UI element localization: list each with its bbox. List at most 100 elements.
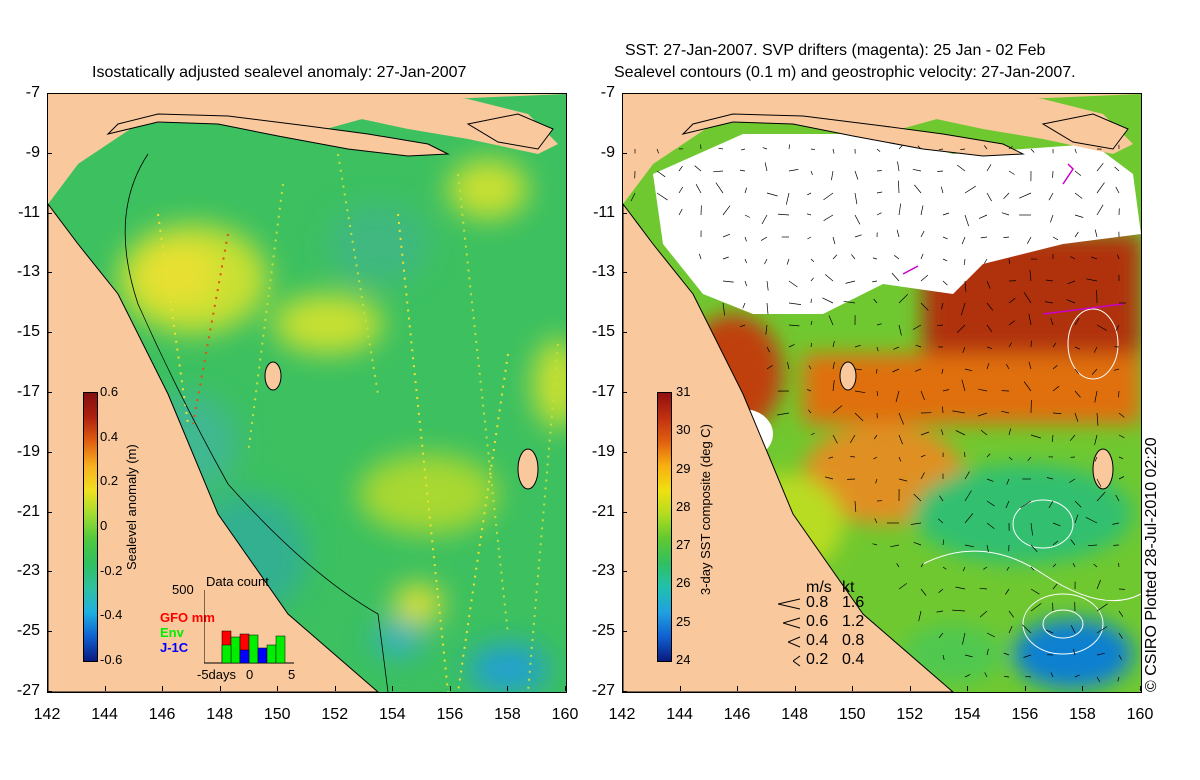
velocity-arrow: [1030, 588, 1040, 595]
velocity-arrow: [913, 493, 922, 502]
velocity-arrow: [786, 258, 790, 265]
y-tick-mark: [622, 93, 627, 94]
velocity-arrow: [1093, 346, 1098, 353]
velocity-arrow: [942, 406, 944, 414]
velocity-arrow: [986, 363, 990, 370]
right-map-title-line1: SST: 27-Jan-2007. SVP drifters (magenta)…: [625, 42, 1046, 59]
velocity-arrow: [912, 324, 922, 330]
data-count-title: Data count: [206, 574, 269, 589]
x-tick-label: 156: [1011, 706, 1039, 723]
velocity-arrow: [678, 208, 683, 216]
velocity-arrow: [1019, 192, 1032, 199]
velocity-arrow: [920, 454, 926, 458]
velocity-arrow: [1052, 236, 1059, 241]
velocity-arrow: [656, 148, 660, 154]
velocity-arrow: [964, 544, 974, 548]
x-tick-mark: [794, 686, 796, 691]
velocity-arrow: [1096, 626, 1108, 634]
velocity-arrow: [764, 162, 768, 172]
x-tick-mark: [104, 686, 106, 691]
velocity-arrow: [914, 184, 922, 194]
x-tick-label: 150: [263, 706, 291, 723]
velocity-arrow: [963, 258, 966, 266]
velocity-arrow: [744, 187, 748, 194]
velocity-arrow: [1066, 299, 1076, 304]
velocity-legend-arrow: [788, 636, 801, 648]
velocity-arrow: [1008, 146, 1013, 150]
velocity-arrow: [986, 522, 995, 529]
velocity-arrow: [898, 412, 904, 425]
velocity-arrow: [722, 256, 729, 260]
velocity-arrow: [1030, 434, 1041, 439]
velocity-arrow: [1094, 456, 1098, 462]
velocity-arrow: [920, 205, 924, 216]
velocity-arrow: [739, 169, 746, 172]
x-tick-mark: [967, 686, 969, 691]
coastline-land: [623, 94, 1133, 692]
velocity-arrow: [986, 346, 993, 350]
velocity-arrow: [854, 234, 862, 238]
velocity-arrow: [810, 277, 814, 282]
velocity-arrow: [1020, 500, 1032, 508]
velocity-arrow: [964, 185, 976, 194]
velocity-arrow: [1096, 579, 1101, 590]
y-tick-mark: [47, 691, 52, 692]
velocity-arrow: [961, 379, 966, 392]
velocity-arrow: [986, 192, 992, 202]
velocity-arrow: [920, 274, 929, 282]
velocity-arrow: [742, 302, 746, 309]
velocity-arrow: [1048, 500, 1054, 509]
velocity-arrow: [942, 212, 950, 216]
velocity-arrow: [1008, 297, 1016, 304]
velocity-arrow: [854, 344, 861, 348]
y-tick-mark: [622, 451, 627, 453]
velocity-arrow: [898, 293, 909, 304]
velocity-arrow: [1118, 390, 1120, 398]
velocity-arrow: [920, 302, 929, 311]
x-tick-label: 152: [321, 706, 349, 723]
velocity-arrow: [1074, 346, 1081, 350]
velocity-arrow: [942, 566, 947, 570]
velocity-arrow: [744, 236, 747, 242]
velocity-arrow: [956, 324, 966, 333]
velocity-arrow: [1005, 588, 1010, 595]
left-map-title: Isostatically adjusted sealevel anomaly:…: [92, 64, 467, 81]
x-tick-mark: [507, 686, 509, 691]
velocity-arrow: [1052, 365, 1058, 370]
y-tick-label: -23: [16, 562, 40, 580]
velocity-arrow: [1074, 390, 1081, 398]
velocity-arrow: [986, 648, 989, 656]
x-tick-label: 154: [953, 706, 981, 723]
velocity-arrow: [1096, 162, 1104, 172]
velocity-arrow: [898, 324, 902, 336]
x-tick-label: 148: [206, 706, 233, 723]
x-tick-mark: [277, 686, 279, 691]
velocity-arrow: [832, 341, 835, 348]
velocity-arrow: [979, 610, 988, 618]
velocity-arrow: [810, 342, 813, 348]
velocity-arrow: [788, 280, 798, 288]
velocity-arrow: [920, 253, 924, 260]
velocity-arrow: [1096, 676, 1101, 683]
velocity-arrow: [896, 229, 900, 238]
x-tick-label: 156: [436, 706, 464, 723]
velocity-arrow: [941, 302, 944, 310]
velocity-arrow: [986, 453, 991, 458]
velocity-arrow: [1116, 254, 1120, 260]
y-tick-label: -7: [25, 84, 40, 101]
velocity-arrow: [875, 478, 878, 484]
velocity-legend-ms: 0.2: [806, 651, 829, 668]
velocity-arrow: [1028, 361, 1032, 370]
velocity-arrow: [986, 324, 993, 333]
velocity-arrow: [978, 214, 988, 219]
velocity-arrow: [787, 362, 790, 370]
velocity-arrow: [984, 145, 988, 150]
velocity-arrow: [1074, 148, 1077, 154]
velocity-arrow: [938, 588, 944, 593]
velocity-arrow: [1118, 412, 1125, 418]
velocity-arrow: [1074, 674, 1080, 678]
y-tick-label: -13: [591, 263, 615, 281]
velocity-arrow: [810, 258, 815, 263]
velocity-legend-arrow: [778, 598, 801, 610]
velocity-arrow: [766, 280, 769, 291]
